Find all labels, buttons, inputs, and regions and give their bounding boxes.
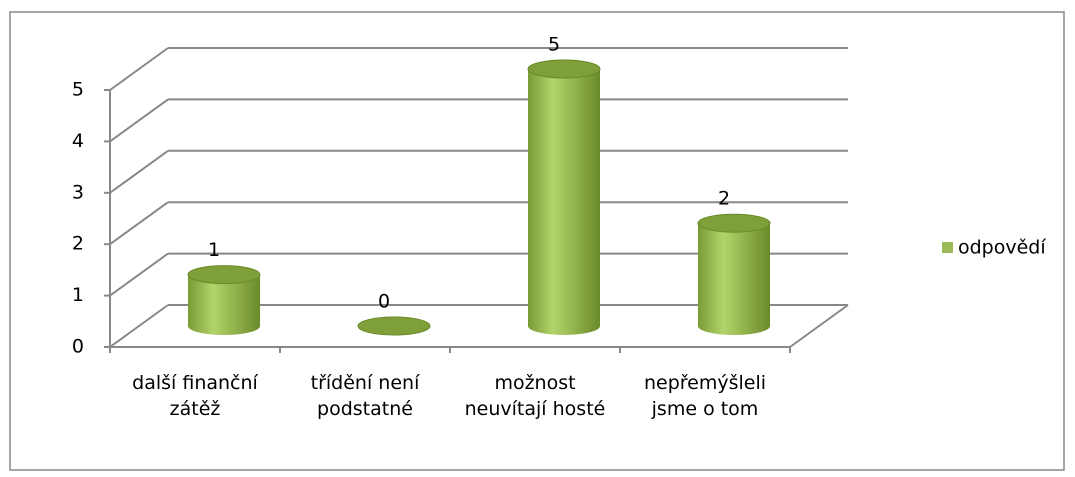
bar — [528, 69, 600, 335]
bar-top — [357, 316, 431, 336]
legend-swatch — [942, 242, 953, 253]
x-tick-label: možnost neuvítají hosté — [464, 372, 606, 420]
bar-top — [527, 59, 601, 79]
bar-top — [697, 213, 771, 233]
grid-line-side — [109, 98, 169, 143]
bar-top — [187, 265, 261, 285]
floor-edge — [789, 304, 849, 348]
grid-line-side — [109, 201, 169, 246]
x-tick-label: další finanční zátěž — [132, 372, 258, 420]
y-tick-label: 5 — [72, 79, 84, 101]
bar — [188, 274, 260, 335]
y-tick-label: 1 — [72, 284, 84, 306]
bar — [698, 223, 770, 335]
y-tick-label: 3 — [72, 181, 84, 203]
grid-line-side — [109, 149, 169, 194]
x-tick-label: nepřemýšleli jsme o tom — [643, 372, 767, 420]
y-tick-label: 0 — [72, 336, 84, 358]
y-tick-label: 4 — [72, 130, 84, 152]
frame — [9, 11, 1065, 471]
y-tick-label: 2 — [72, 233, 84, 255]
grid-line-side — [109, 304, 169, 348]
value-label: 2 — [718, 188, 730, 210]
value-label: 1 — [208, 239, 220, 261]
value-label: 0 — [378, 291, 390, 313]
x-tick-label: třídění není podstatné — [310, 372, 420, 420]
value-label: 5 — [548, 34, 560, 56]
legend-label: odpovědí — [958, 237, 1046, 259]
grid-line-side — [109, 47, 169, 91]
grid-line-side — [109, 252, 169, 297]
